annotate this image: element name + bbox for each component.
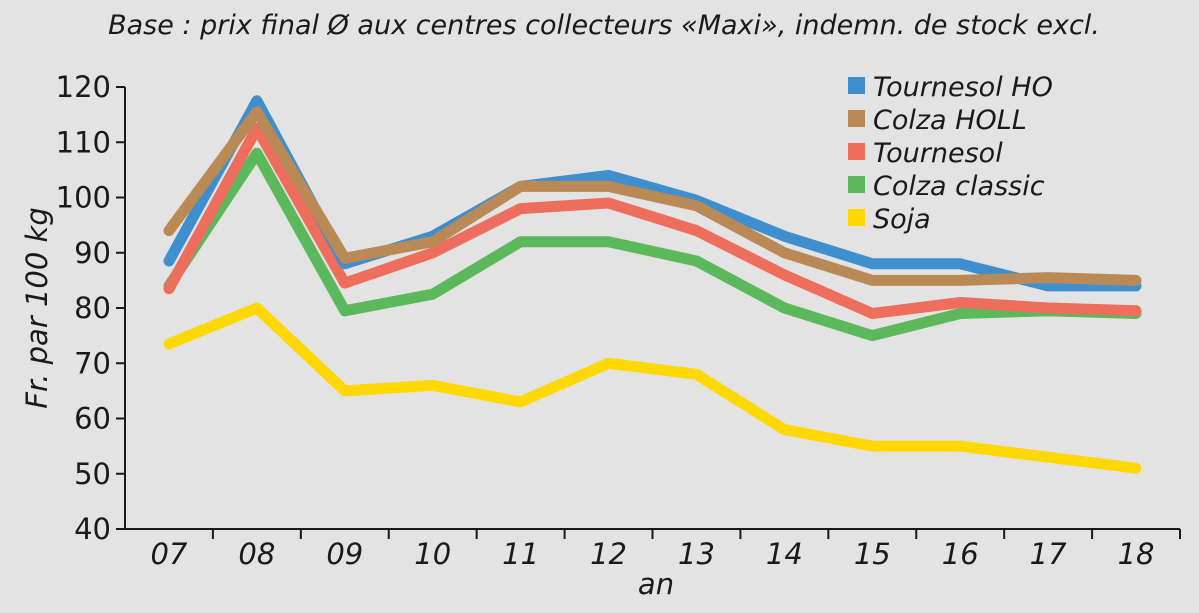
series-lines [163, 95, 1142, 474]
x-tick-label: 16 [942, 537, 979, 571]
y-axis-label: Fr. par 100 kg [20, 207, 54, 408]
legend-label-colza-holl: Colza HOLL [873, 105, 1027, 136]
x-axis-label: an [638, 567, 674, 601]
y-ticks: 40 50 60 70 80 90 100 110 120 [56, 70, 125, 546]
legend-label-colza-classic: Colza classic [873, 171, 1045, 202]
legend-swatch-tournesol-ho [848, 77, 865, 94]
legend-swatch-soja [848, 209, 865, 226]
x-tick-label: 07 [151, 537, 188, 571]
x-tick-label: 15 [854, 537, 891, 571]
legend-swatch-colza-holl [848, 110, 865, 127]
y-tick-label: 50 [74, 457, 111, 491]
series-line-tournesol [163, 122, 1142, 319]
y-tick-label: 40 [74, 512, 111, 546]
x-ticks: 07 08 09 10 11 12 13 14 15 16 17 18 [151, 529, 1181, 571]
x-tick-label: 08 [238, 537, 275, 571]
y-tick-label: 60 [74, 402, 111, 436]
x-tick-label: 09 [326, 537, 363, 571]
x-tick-label: 17 [1030, 537, 1067, 571]
y-tick-label: 100 [56, 181, 111, 215]
x-tick-label: 11 [502, 537, 539, 571]
y-tick-label: 120 [56, 70, 111, 104]
x-tick-label: 14 [766, 537, 803, 571]
y-tick-label: 70 [74, 346, 111, 380]
legend-label-soja: Soja [873, 204, 931, 235]
chart-title: Base : prix final Ø aux centres collecte… [108, 10, 1100, 41]
x-tick-label: 18 [1118, 537, 1155, 571]
x-tick-label: 10 [414, 537, 451, 571]
x-tick-label: 12 [590, 537, 627, 571]
series-line-soja [163, 302, 1142, 474]
x-tick-label: 13 [678, 537, 715, 571]
legend-label-tournesol-ho: Tournesol HO [873, 72, 1053, 103]
y-tick-label: 90 [74, 236, 111, 270]
legend-swatch-tournesol [848, 143, 865, 160]
series-line-colza-holl [163, 106, 1142, 286]
legend-swatch-colza-classic [848, 176, 865, 193]
legend-label-tournesol: Tournesol [873, 138, 1003, 169]
y-tick-label: 80 [74, 291, 111, 325]
y-tick-label: 110 [56, 125, 111, 159]
series-line-colza-classic [163, 147, 1142, 342]
